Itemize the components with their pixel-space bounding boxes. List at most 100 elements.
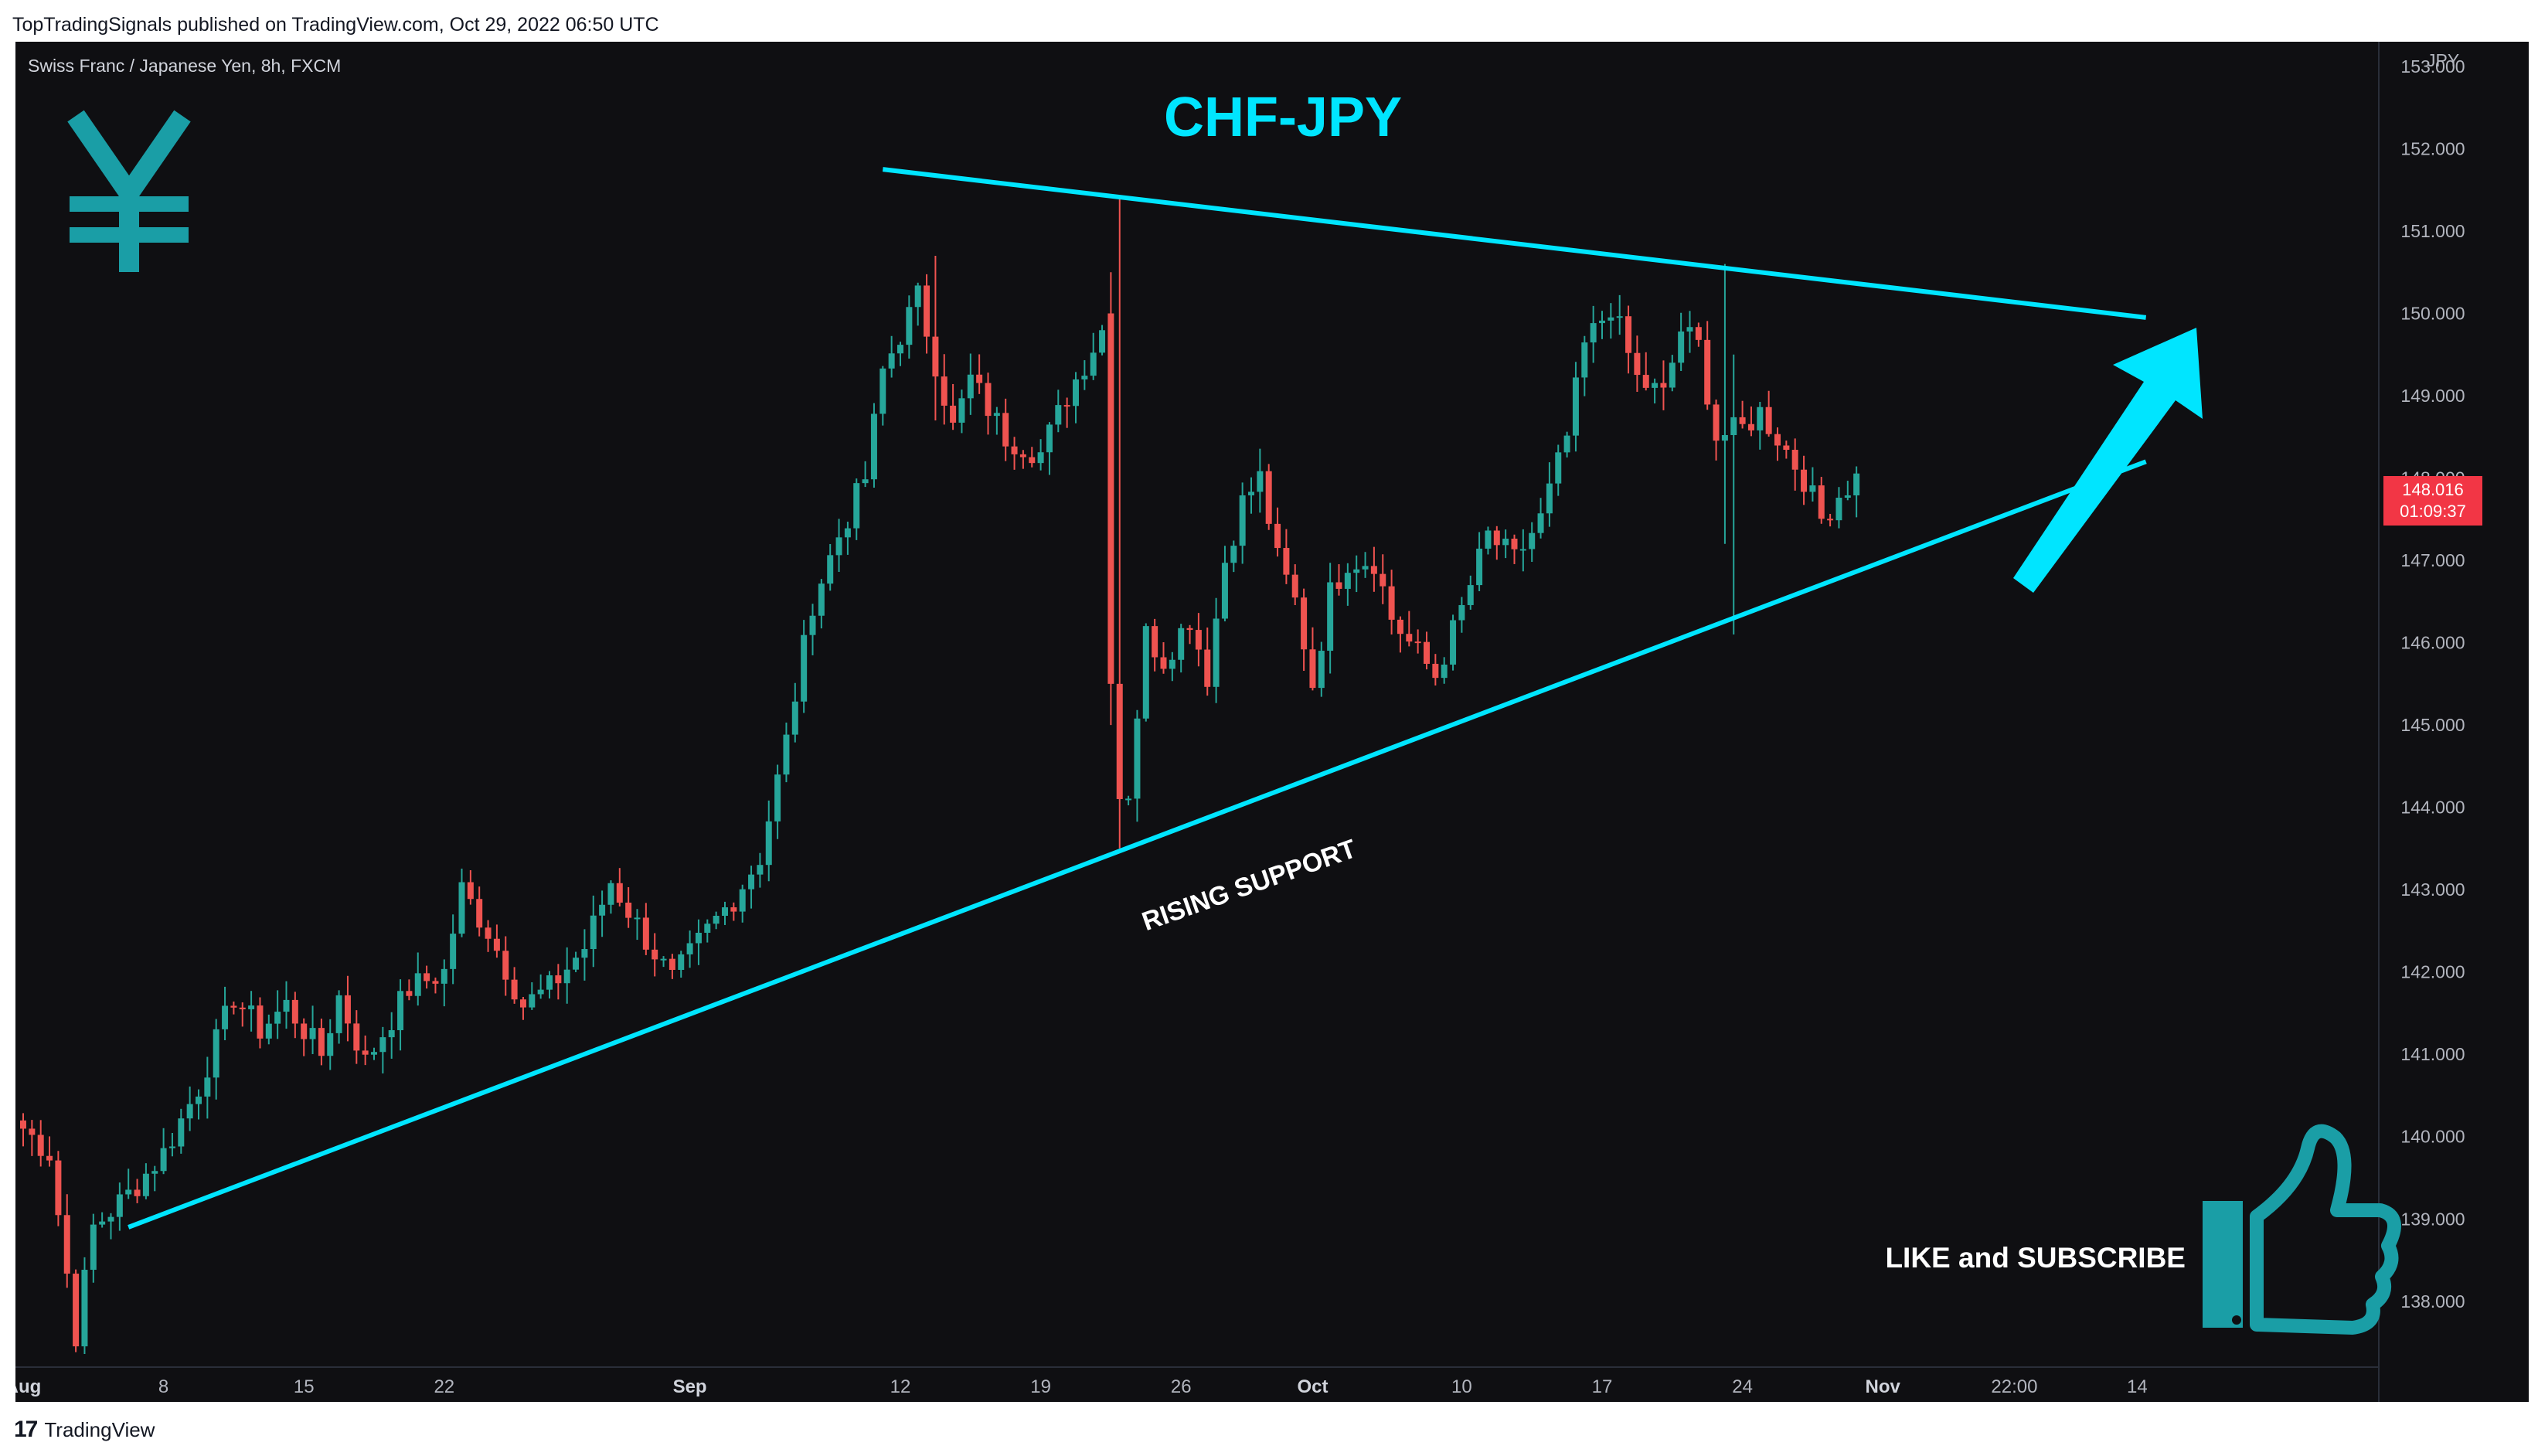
candle-up xyxy=(573,958,580,970)
time-axis[interactable]: Aug 8 15 22 Sep 12 19 26 Oct 10 17 24 Nov 22:00 14 xyxy=(15,1376,2148,1397)
candle-up xyxy=(967,374,974,399)
candle-down xyxy=(976,374,983,383)
thumbs-up-icon[interactable] xyxy=(2203,1124,2401,1335)
last-price: 148.016 xyxy=(2402,480,2464,499)
candle-down xyxy=(55,1160,62,1216)
candle-down xyxy=(985,383,992,417)
price-tick-label: 153.000 xyxy=(2400,56,2465,77)
candle-down xyxy=(1388,586,1395,620)
candle-up xyxy=(1090,352,1097,376)
candle-down xyxy=(485,927,492,939)
candle-up xyxy=(1073,379,1079,407)
trendline-rising-support[interactable] xyxy=(128,459,2147,1230)
candle-up xyxy=(695,932,702,944)
candle-up xyxy=(1686,327,1693,332)
candle-up xyxy=(196,1096,202,1104)
chart-title: CHF-JPY xyxy=(1164,87,1402,148)
tradingview-logo-icon: 17 xyxy=(14,1417,38,1442)
candle-down xyxy=(1186,628,1193,631)
candle-up xyxy=(686,943,693,954)
candle-down xyxy=(1204,649,1211,687)
trendline-resistance[interactable] xyxy=(882,167,2147,320)
candle-down xyxy=(20,1120,26,1129)
price-tick-label: 146.000 xyxy=(2400,633,2465,653)
candle-down xyxy=(239,1007,246,1009)
candle-down xyxy=(73,1274,80,1347)
candle-up xyxy=(870,413,877,480)
candle-down xyxy=(318,1028,325,1056)
footer-branding[interactable]: 17 TradingView xyxy=(14,1416,155,1444)
candle-up xyxy=(379,1037,386,1053)
candle-up xyxy=(1327,582,1334,651)
price-tick-label: 139.000 xyxy=(2400,1209,2465,1229)
candle-up xyxy=(1362,566,1369,570)
candle-down xyxy=(1791,450,1798,470)
candle-up xyxy=(1353,569,1360,573)
candle-up xyxy=(107,1216,114,1222)
candle-down xyxy=(1739,417,1746,424)
candle-up xyxy=(204,1077,211,1097)
candle-up xyxy=(1458,604,1465,621)
candle-down xyxy=(362,1050,369,1055)
candle-up xyxy=(599,904,606,916)
price-tick-label: 152.000 xyxy=(2400,138,2465,158)
candle-down xyxy=(1660,383,1667,388)
time-tick-label: 26 xyxy=(1171,1376,1192,1397)
candle-up xyxy=(186,1104,193,1119)
price-axis-unit: JPY xyxy=(2427,50,2459,70)
candle-up xyxy=(1590,323,1597,343)
candle-up xyxy=(607,883,614,905)
time-tick-label: Sep xyxy=(673,1376,707,1397)
candlestick-chart[interactable]: 153.000 152.000 151.000 150.000 149.000 148.0… xyxy=(15,42,2529,1402)
price-tick-label: 143.000 xyxy=(2400,879,2465,900)
candle-down xyxy=(230,1005,237,1008)
bar-countdown: 01:09:37 xyxy=(2400,502,2466,521)
candle-up xyxy=(274,1012,281,1024)
candle-up xyxy=(993,413,1000,417)
price-tick-label: 145.000 xyxy=(2400,715,2465,735)
price-tick-label: 138.000 xyxy=(2400,1291,2465,1311)
candle-up xyxy=(801,634,808,702)
candle-up xyxy=(634,917,641,920)
candle-up xyxy=(1721,434,1728,441)
candle-down xyxy=(1424,641,1430,664)
candle-down xyxy=(502,951,509,980)
candle-up xyxy=(1844,495,1851,498)
time-tick-label: Aug xyxy=(15,1376,41,1397)
price-tick-label: 147.000 xyxy=(2400,550,2465,570)
candle-down xyxy=(1642,375,1649,388)
candle-up xyxy=(116,1194,123,1217)
candle-down xyxy=(555,975,562,984)
cta-text[interactable]: LIKE and SUBSCRIBE xyxy=(1885,1242,2186,1274)
candle-up xyxy=(1476,548,1483,586)
candle-down xyxy=(1291,574,1298,598)
candle-down xyxy=(1747,424,1754,430)
candle-down xyxy=(924,285,930,337)
time-tick-label: 15 xyxy=(294,1376,315,1397)
candle-up xyxy=(125,1189,132,1195)
candle-down xyxy=(1774,434,1781,446)
candle-up xyxy=(1450,620,1457,665)
candle-down xyxy=(1011,446,1018,454)
time-tick-label: 17 xyxy=(1592,1376,1613,1397)
candle-up xyxy=(178,1118,185,1147)
candle-down xyxy=(730,907,737,912)
chart-panel[interactable]: 153.000 152.000 151.000 150.000 149.000 148.0… xyxy=(15,42,2529,1402)
candle-down xyxy=(301,1023,308,1039)
candle-up xyxy=(1608,317,1614,321)
time-tick-label: 22 xyxy=(434,1376,454,1397)
price-axis[interactable]: 153.000 152.000 151.000 150.000 149.000 148.0… xyxy=(2400,56,2465,1311)
candle-up xyxy=(818,583,825,616)
candle-up xyxy=(713,916,720,924)
candle-down xyxy=(616,883,623,903)
candle-up xyxy=(397,991,404,1031)
candle-up xyxy=(590,915,597,950)
price-tick-label: 141.000 xyxy=(2400,1044,2465,1064)
candle-up xyxy=(546,975,553,990)
candle-up xyxy=(835,537,842,556)
candle-up xyxy=(1519,549,1526,551)
candle-up xyxy=(914,285,921,308)
candle-down xyxy=(669,958,675,970)
candle-up xyxy=(1563,435,1570,453)
price-tick-label: 142.000 xyxy=(2400,962,2465,982)
